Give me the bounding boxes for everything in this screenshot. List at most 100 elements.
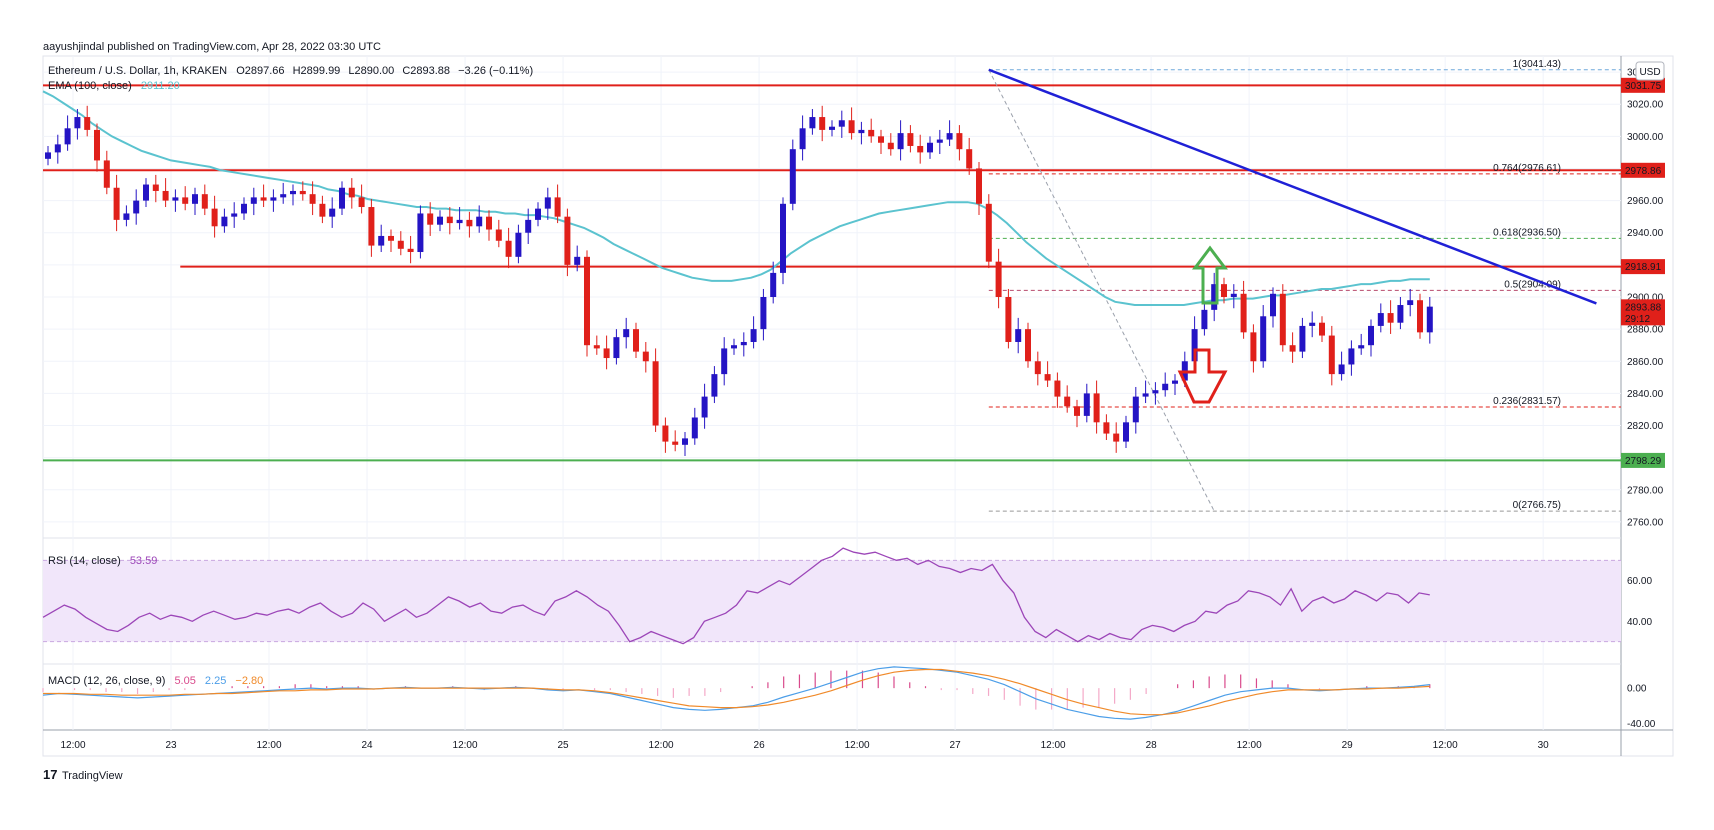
candle-body <box>1093 393 1100 423</box>
candle-body <box>652 361 659 426</box>
candle-body <box>593 345 600 349</box>
candle-body <box>427 213 434 225</box>
candle-body <box>799 128 806 150</box>
candle-body <box>1113 433 1120 442</box>
candle-body <box>270 197 277 201</box>
candle-body <box>1240 293 1247 333</box>
candle-body <box>329 208 336 217</box>
candle-body <box>907 133 914 146</box>
time-tick-label: 27 <box>950 740 962 751</box>
candlestick-series <box>45 105 1433 457</box>
candle-body <box>211 208 218 227</box>
legend-rsi-label: RSI (14, close) <box>48 555 121 567</box>
time-tick-label: 12:00 <box>845 740 870 751</box>
candle-body <box>1152 390 1159 394</box>
price-tick-label: 2860.00 <box>1627 357 1664 368</box>
candle-body <box>397 240 404 249</box>
tradingview-logo-text: TradingView <box>62 770 123 782</box>
candle-body <box>505 240 512 257</box>
candle-body <box>721 348 728 375</box>
candle-body <box>309 194 316 204</box>
time-tick-label: 24 <box>361 740 373 751</box>
price-label-text: 2798.29 <box>1625 456 1662 467</box>
candle-body <box>544 197 551 209</box>
candle-body <box>838 120 845 127</box>
tradingview-logo-icon: 17 <box>43 767 57 782</box>
candle-body <box>45 152 51 159</box>
price-label-bg <box>1621 299 1665 326</box>
candle-body <box>564 216 571 265</box>
candle-body <box>1260 316 1267 362</box>
candle-body <box>1279 293 1286 346</box>
candle-body <box>995 261 1002 297</box>
candle-body <box>358 197 365 208</box>
candle-body <box>731 345 737 349</box>
candle-body <box>1417 300 1423 333</box>
legend-macd: MACD (12, 26, close, 9) 5.05 2.25 −2.80 <box>48 675 263 687</box>
candle-body <box>1270 293 1276 317</box>
candle-body <box>623 329 630 338</box>
candle-body <box>1377 313 1384 326</box>
fib-level-label: 0.5(2904.09) <box>1504 279 1561 290</box>
candle-body <box>54 144 61 153</box>
candle-body <box>1005 297 1012 342</box>
legend-symbol: Ethereum / U.S. Dollar, 1h, KRAKEN O2897… <box>48 65 533 77</box>
candle-body <box>94 129 100 161</box>
candle-body <box>682 438 688 445</box>
candle-body <box>299 190 306 195</box>
candle-body <box>1358 345 1365 349</box>
legend-macd-value: 5.05 <box>174 675 195 687</box>
candle-body <box>809 117 816 129</box>
candle-body <box>633 329 639 352</box>
up-arrow-icon <box>1192 245 1228 305</box>
candle-body <box>1407 300 1414 306</box>
candle-body <box>348 187 355 198</box>
macd-signal-line <box>43 668 1430 716</box>
candle-body <box>711 374 718 397</box>
time-tick-label: 29 <box>1342 740 1354 751</box>
time-axis[interactable]: 12:00 23 12:00 24 12:00 25 12:00 26 12:00 27 12:00… <box>60 740 1549 751</box>
published-by-text: aayushjindal published on TradingView.co… <box>43 41 381 53</box>
time-tick-label: 12:00 <box>649 740 674 751</box>
candle-body <box>515 232 522 257</box>
legend-hist-value: −2.80 <box>235 675 263 687</box>
candle-body <box>1015 329 1022 342</box>
candle-body <box>437 216 443 225</box>
candle-body <box>848 120 855 134</box>
macd-tick-label: 0.00 <box>1627 684 1647 695</box>
candle-body <box>64 128 71 145</box>
rsi-band <box>43 560 1621 642</box>
candle-body <box>113 187 120 220</box>
candle-body <box>554 197 561 217</box>
macd-pane: 0.00 -40.00 <box>42 666 1656 730</box>
candle-body <box>946 133 953 140</box>
candle-body <box>1338 364 1345 375</box>
price-tick-label: 2780.00 <box>1627 485 1664 496</box>
legend-ema: EMA (100, close) 2911.20 <box>48 80 180 92</box>
candle-body <box>1426 306 1433 333</box>
candle-body <box>172 197 179 201</box>
price-tick-label: 2940.00 <box>1627 228 1664 239</box>
rsi-tick-label: 40.00 <box>1627 617 1652 628</box>
legend-low: L2890.00 <box>348 65 394 77</box>
price-label-bg <box>1621 259 1665 275</box>
time-tick-label: 28 <box>1146 740 1158 751</box>
candle-body <box>388 235 394 241</box>
price-tick-label: 2880.00 <box>1627 325 1664 336</box>
currency-button[interactable]: USD <box>1635 61 1665 81</box>
candle-body <box>182 197 189 204</box>
candle-body <box>466 219 473 227</box>
candle-body <box>486 216 492 230</box>
candle-body <box>74 117 81 129</box>
ema-line <box>42 90 1430 306</box>
ema-polyline <box>42 90 1430 306</box>
candle-body <box>1025 329 1031 362</box>
rsi-tick-label: 60.00 <box>1627 576 1652 587</box>
time-tick-label: 12:00 <box>1041 740 1066 751</box>
candle-body <box>133 200 140 214</box>
candle-body <box>603 348 610 359</box>
time-tick-label: 12:00 <box>60 740 85 751</box>
support-resistance-levels <box>43 84 1621 462</box>
